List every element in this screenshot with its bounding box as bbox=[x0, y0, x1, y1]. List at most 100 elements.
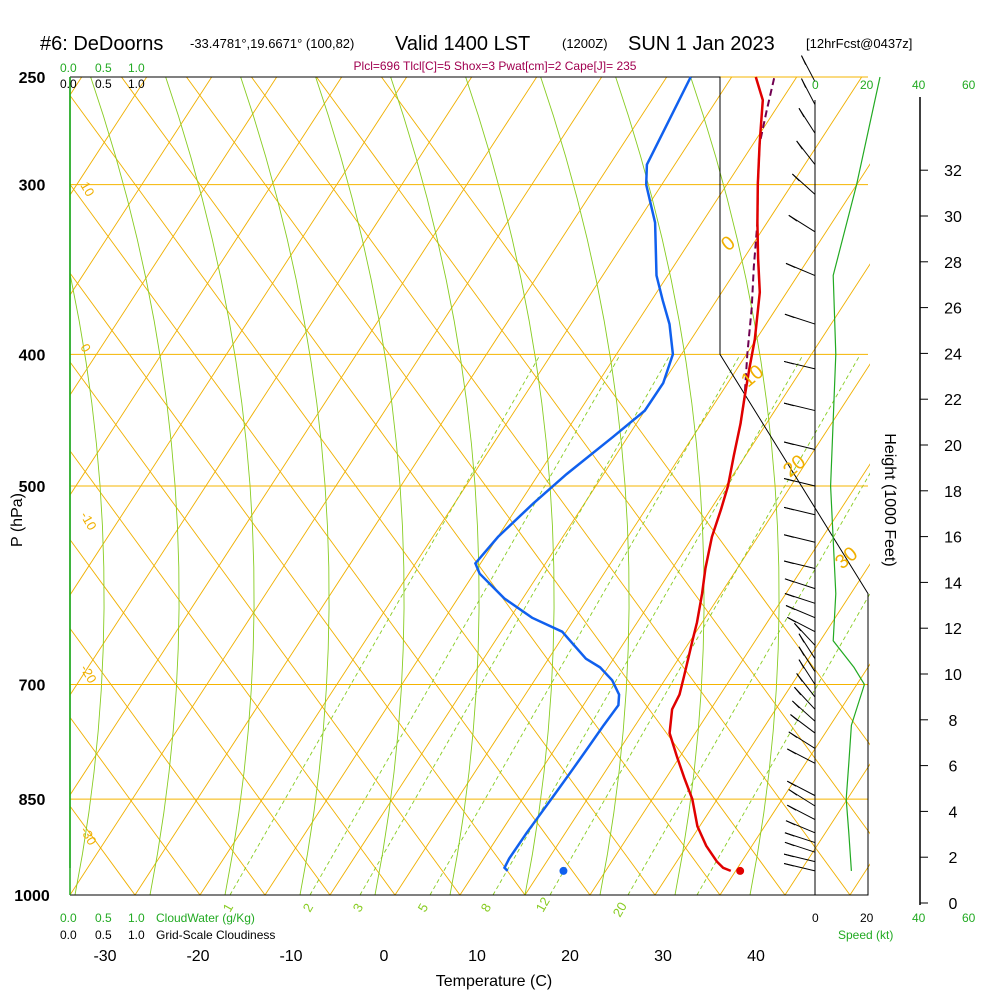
mixing-ratio-line bbox=[309, 354, 621, 895]
pressure-tick-label: 400 bbox=[19, 347, 46, 364]
height-tick-label: 28 bbox=[944, 255, 962, 272]
wind-barb-feather bbox=[788, 731, 798, 739]
dry-adiabat bbox=[0, 75, 5, 895]
dry-adiabat bbox=[70, 538, 331, 895]
dry-adiabat-label: -10 bbox=[77, 509, 99, 533]
moist-adiabat bbox=[315, 77, 405, 895]
moist-adiabat bbox=[390, 77, 480, 895]
cloud-top-green-1: 0.5 bbox=[95, 61, 112, 75]
surface-dewpoint-dot bbox=[559, 866, 568, 875]
height-tick-label: 22 bbox=[944, 392, 962, 409]
moist-adiabat bbox=[70, 272, 105, 895]
moist-adiabat bbox=[615, 77, 705, 895]
cloud-bottom-green-1: 0.5 bbox=[95, 911, 112, 925]
isotherm bbox=[654, 563, 870, 895]
height-tick-label: 8 bbox=[949, 713, 958, 730]
pressure-tick-label: 850 bbox=[19, 792, 46, 809]
chart-forecast: [12hrFcst@0437z] bbox=[806, 36, 912, 51]
cloud-top-green-0: 0.0 bbox=[60, 61, 77, 75]
cloud-scale-bottom: 0.0 0.5 1.0 CloudWater (g/Kg) 0.0 0.5 1.… bbox=[60, 911, 275, 942]
wind-barb-feather bbox=[798, 659, 805, 669]
temperature-line bbox=[668, 76, 765, 873]
wind-barb-feather bbox=[783, 506, 794, 511]
dewpoint-line bbox=[473, 76, 692, 872]
isotherm bbox=[70, 77, 343, 496]
cloud-bottom-green-2: 1.0 bbox=[128, 911, 145, 925]
isotherm bbox=[980, 75, 1000, 895]
dry-adiabat bbox=[70, 361, 461, 895]
wind-barb-feather bbox=[788, 789, 798, 796]
wind-barb-feather bbox=[798, 108, 805, 118]
temperature-tick-label: -10 bbox=[279, 948, 302, 965]
wind-barb-feather bbox=[798, 633, 805, 643]
y-axis-label: P (hPa) bbox=[9, 493, 26, 547]
mixing-ratio-label: 12 bbox=[533, 894, 553, 914]
moist-adiabat bbox=[90, 77, 180, 895]
surface-temperature-dot bbox=[736, 866, 745, 875]
isotherm bbox=[70, 77, 538, 796]
speed-bottom-0: 0 bbox=[812, 911, 819, 925]
wind-barb-feather bbox=[784, 578, 795, 583]
isotherm bbox=[849, 863, 870, 895]
cloudiness-label: Grid-Scale Cloudiness bbox=[156, 928, 275, 942]
dry-adiabat bbox=[70, 450, 396, 895]
temperature-tick-label: -30 bbox=[93, 948, 116, 965]
wind-barb-feather bbox=[801, 55, 807, 65]
chart-zulu: (1200Z) bbox=[562, 36, 608, 51]
chart-grid bbox=[0, 75, 1000, 895]
height-tick-label: 10 bbox=[944, 667, 962, 684]
mixing-ratio-line bbox=[549, 354, 861, 895]
height-tick-label: 2 bbox=[949, 850, 958, 867]
speed-top-40: 40 bbox=[912, 78, 926, 92]
height-tick-label: 14 bbox=[944, 575, 962, 592]
dry-adiabat bbox=[70, 627, 266, 895]
height-tick-label: 20 bbox=[944, 438, 962, 455]
speed-top-0: 0 bbox=[812, 78, 819, 92]
dry-adiabat-label: 0 bbox=[77, 341, 94, 355]
wind-barb-feather bbox=[783, 560, 794, 565]
pressure-tick-label: 500 bbox=[19, 479, 46, 496]
height-tick-label: 30 bbox=[944, 209, 962, 226]
mixing-ratio-line bbox=[627, 472, 870, 895]
wind-barb-feather bbox=[784, 832, 795, 837]
wind-barb-feather bbox=[785, 262, 796, 269]
wind-barb-feather bbox=[801, 78, 807, 88]
wind-barb-feather bbox=[783, 360, 794, 365]
wind-barb-feather bbox=[783, 441, 794, 446]
isotherm bbox=[394, 163, 870, 895]
wind-barb-feather bbox=[787, 748, 797, 755]
dry-adiabat bbox=[315, 77, 870, 835]
wind-barb-feather bbox=[783, 402, 794, 407]
mixing-ratio-label: 5 bbox=[415, 901, 432, 915]
speed-scale-top: 0 20 40 60 bbox=[812, 78, 976, 92]
wind-barb-feather bbox=[787, 616, 797, 623]
height-axis-label: Height (1000 Feet) bbox=[881, 433, 898, 566]
cloud-top-black-0: 0.0 bbox=[60, 77, 77, 91]
wind-barb-feather bbox=[792, 173, 800, 182]
chart-valid: Valid 1400 LST bbox=[395, 33, 530, 55]
temperature-tick-label: 10 bbox=[468, 948, 486, 965]
cloud-bottom-black-2: 1.0 bbox=[128, 928, 145, 942]
chart-indices: Plcl=696 Tlcl[C]=5 Shox=3 Pwat[cm]=2 Cap… bbox=[354, 59, 637, 73]
chart-coords: -33.4781°,19.6671° (100,82) bbox=[190, 36, 354, 51]
isotherm bbox=[719, 663, 870, 895]
moist-adiabat bbox=[540, 77, 630, 895]
chart-title: #6: DeDoorns bbox=[40, 33, 163, 55]
wind-barb-feather bbox=[798, 646, 805, 656]
cloud-bottom-black-1: 0.5 bbox=[95, 928, 112, 942]
speed-top-20: 20 bbox=[860, 78, 874, 92]
pressure-tick-label: 300 bbox=[19, 178, 46, 195]
temperature-tick-label: -20 bbox=[186, 948, 209, 965]
mixing-ratio-label: 3 bbox=[350, 901, 367, 915]
dry-adiabat bbox=[380, 77, 870, 746]
temperature-tick-label: 0 bbox=[380, 948, 389, 965]
speed-bottom-60: 60 bbox=[962, 911, 976, 925]
wind-barb-feather bbox=[784, 593, 795, 598]
isotherm bbox=[459, 263, 870, 895]
wind-barb-feather bbox=[790, 714, 799, 722]
mixing-ratio-line bbox=[696, 592, 870, 895]
moist-adiabat bbox=[165, 77, 255, 895]
mixing-ratio-label: 2 bbox=[300, 901, 317, 915]
wind-barb-feather bbox=[787, 804, 797, 811]
